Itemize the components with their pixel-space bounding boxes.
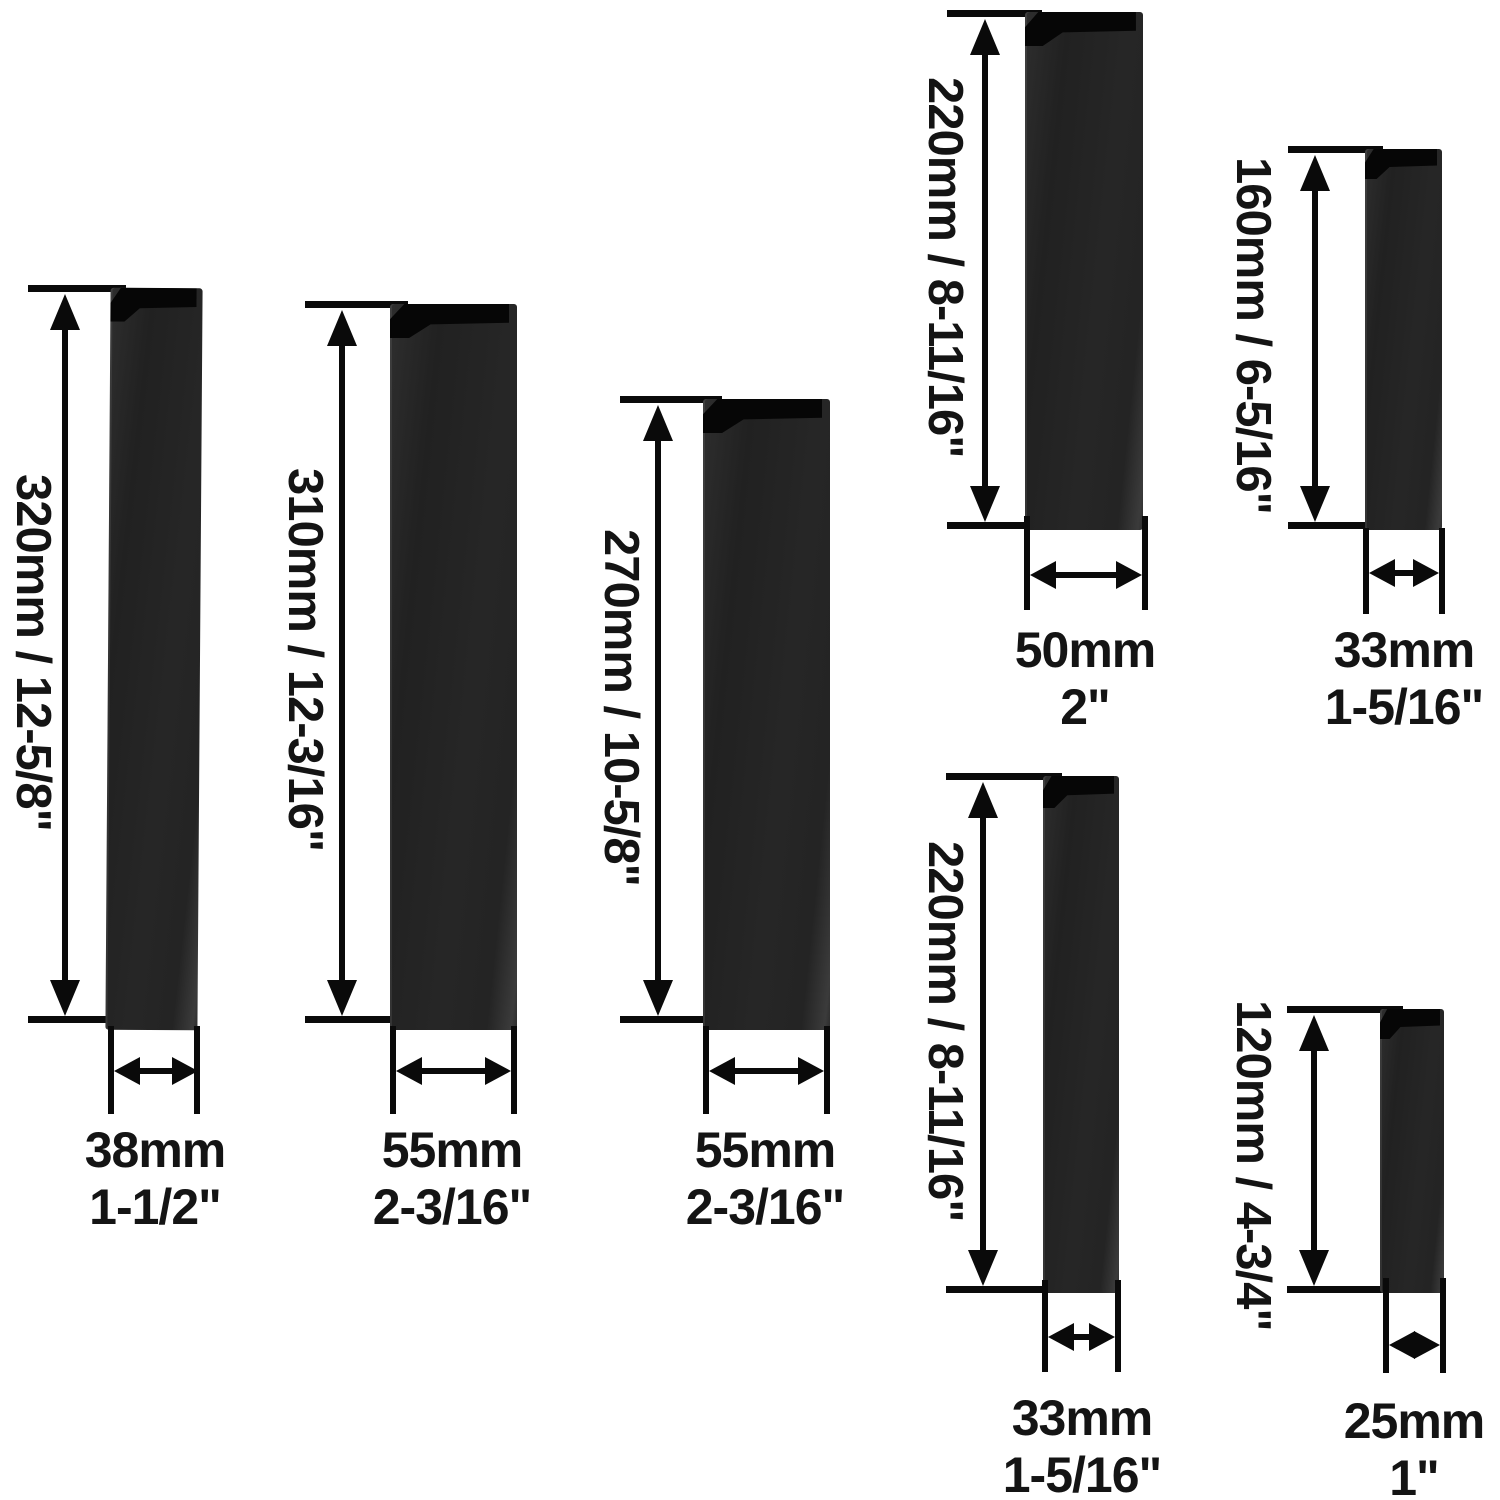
width-dim-left-tick	[1024, 516, 1030, 610]
height-dim-arrow	[1300, 155, 1330, 522]
guard-body	[703, 399, 830, 1030]
width-dim-arrow	[1389, 1331, 1440, 1359]
height-dim-top-tick	[28, 285, 126, 292]
height-dim-bottom-tick	[947, 522, 1047, 529]
height-dim-top-tick	[946, 773, 1062, 780]
guard-body	[1380, 1009, 1444, 1293]
width-dim-left-tick	[108, 1026, 114, 1114]
height-dim-top-tick	[1288, 146, 1383, 153]
width-label-mm: 50mm	[1014, 622, 1157, 678]
width-label-in: 1-5/16"	[1002, 1447, 1162, 1500]
width-label-mm: 55mm	[381, 1122, 524, 1178]
width-dim-right-tick	[1142, 516, 1148, 610]
width-dim-arrow	[396, 1057, 511, 1085]
width-label-in: 1-5/16"	[1324, 679, 1484, 735]
guard-body	[105, 287, 203, 1031]
height-label: 120mm / 4-3/4"	[1226, 1000, 1280, 1331]
width-label-in: 2-3/16"	[685, 1179, 845, 1235]
width-dim-right-tick	[511, 1026, 517, 1114]
height-dim-bottom-tick	[1288, 522, 1402, 529]
width-label-in: 2-3/16"	[372, 1179, 532, 1235]
height-dim-top-tick	[305, 301, 408, 308]
width-label: 25mm 1"	[1254, 1393, 1500, 1500]
width-label-in: 2"	[1060, 679, 1111, 735]
height-label: 310mm / 12-3/16"	[278, 468, 332, 852]
width-label-mm: 38mm	[84, 1122, 227, 1178]
width-label-mm: 25mm	[1343, 1393, 1486, 1449]
height-label: 270mm / 10-5/8"	[594, 529, 648, 886]
width-label-in: 1"	[1389, 1450, 1440, 1500]
height-dim-top-tick	[947, 10, 1042, 17]
width-dim-left-tick	[1042, 1280, 1048, 1372]
height-dim-top-tick	[1287, 1006, 1403, 1013]
knife-edge-guard	[1380, 1009, 1444, 1293]
knife-edge-guard	[390, 304, 517, 1030]
height-dim-arrow	[643, 405, 673, 1016]
height-label: 320mm / 12-5/8"	[6, 473, 60, 831]
height-dim-bottom-tick	[1287, 1286, 1400, 1293]
width-dim-right-tick	[1439, 528, 1445, 614]
width-dim-left-tick	[1363, 528, 1369, 614]
width-dim-left-tick	[703, 1026, 709, 1114]
height-dim-arrow	[1299, 1015, 1329, 1286]
width-label: 33mm 1-5/16"	[1244, 622, 1500, 736]
width-label: 33mm 1-5/16"	[922, 1390, 1242, 1500]
height-dim-bottom-tick	[946, 1286, 1062, 1293]
knife-edge-guard	[1025, 12, 1143, 530]
height-label: 220mm / 8-11/16"	[918, 77, 972, 458]
height-label: 160mm / 6-5/16"	[1226, 157, 1280, 514]
width-dim-arrow	[1030, 561, 1142, 589]
width-dim-arrow	[709, 1057, 824, 1085]
height-dim-bottom-tick	[28, 1016, 126, 1023]
width-label-mm: 33mm	[1333, 622, 1476, 678]
guard-body	[390, 304, 517, 1030]
height-dim-bottom-tick	[620, 1016, 722, 1023]
height-dim-bottom-tick	[305, 1016, 408, 1023]
height-dim-arrow	[968, 782, 998, 1286]
guard-body	[1025, 12, 1143, 530]
knife-edge-guard	[1043, 776, 1119, 1293]
width-label-in: 1-1/2"	[89, 1179, 222, 1235]
guard-body	[1365, 149, 1442, 530]
width-dim-left-tick	[1383, 1278, 1389, 1373]
width-dim-arrow	[1048, 1323, 1115, 1351]
width-label: 55mm 2-3/16"	[292, 1122, 612, 1236]
width-label: 38mm 1-1/2"	[0, 1122, 315, 1236]
height-dim-top-tick	[620, 396, 722, 403]
knife-edge-guard	[703, 399, 830, 1030]
width-label: 50mm 2"	[925, 622, 1245, 736]
width-dim-arrow	[114, 1057, 198, 1085]
width-label: 55mm 2-3/16"	[605, 1122, 925, 1236]
width-label-mm: 33mm	[1011, 1390, 1154, 1446]
width-label-mm: 55mm	[694, 1122, 837, 1178]
width-dim-arrow	[1369, 559, 1439, 587]
width-dim-left-tick	[390, 1026, 396, 1114]
guard-body	[1043, 776, 1119, 1293]
height-dim-arrow	[970, 19, 1000, 522]
height-dim-arrow	[327, 310, 357, 1016]
width-dim-right-tick	[1115, 1280, 1121, 1372]
width-dim-right-tick	[824, 1026, 830, 1114]
width-dim-right-tick	[1440, 1278, 1446, 1373]
knife-edge-guard	[1365, 149, 1442, 530]
height-label: 220mm / 8-11/16"	[918, 840, 972, 1222]
height-dim-arrow	[50, 294, 80, 1016]
knife-edge-guard	[105, 287, 203, 1031]
